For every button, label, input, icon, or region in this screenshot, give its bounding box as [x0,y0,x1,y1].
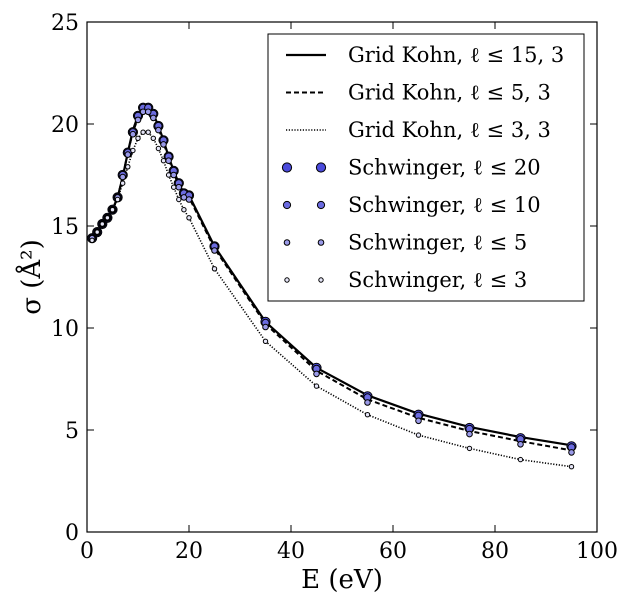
x-tick-label: 80 [481,539,509,564]
data-point [109,207,116,213]
data-point [176,196,182,203]
y-axis-label: σ (Å²) [15,239,47,315]
legend-swatch-marker [282,200,292,210]
data-point [517,441,524,448]
x-tick-label: 20 [175,539,203,564]
series-line-2 [91,131,572,468]
legend: Grid Kohn, ℓ ≤ 15, 3 Grid Kohn, ℓ ≤ 5, 3 G… [267,33,585,302]
data-point [129,130,137,138]
data-point [262,323,269,331]
legend-label: Schwinger, ℓ ≤ 5 [348,231,527,255]
data-point [94,229,100,235]
data-point [130,147,136,154]
data-point [175,183,183,191]
legend-label: Grid Kohn, ℓ ≤ 5, 3 [348,81,551,105]
data-point [124,151,132,158]
series-line-1 [91,108,572,452]
data-point [145,129,151,135]
data-point [89,237,95,244]
data-point [165,172,172,178]
data-point [99,221,106,227]
data-point [150,135,157,142]
data-point [140,129,146,135]
data-point [415,417,422,425]
data-point [211,247,218,254]
y-tick-label: 0 [65,521,79,546]
legend-swatch-marker [283,239,291,246]
data-point [155,126,162,134]
legend-label: Schwinger, ℓ ≤ 10 [348,193,541,217]
data-point [171,184,177,190]
legend-swatch-marker [284,277,290,283]
data-point [155,145,162,152]
y-tick-label: 20 [51,113,79,138]
data-point [364,399,371,406]
data-point [134,116,142,124]
data-point [144,108,152,116]
x-tick-label: 0 [80,539,94,564]
data-point [135,135,141,142]
data-point [120,180,126,186]
data-point [466,430,473,438]
legend-label: Schwinger, ℓ ≤ 3 [348,268,527,292]
plot-frame [86,21,598,533]
data-point [568,449,575,456]
data-point [262,338,269,344]
legend-swatch-marker [317,239,325,246]
data-point [150,114,157,122]
data-point [104,215,111,221]
legend-label: Schwinger, ℓ ≤ 20 [348,156,541,180]
data-point [185,196,193,203]
legend-swatch-marker [316,200,326,210]
x-tick-label: 100 [576,539,618,564]
data-point [313,383,320,389]
data-point [313,370,320,378]
legend-swatch-marker [281,162,293,173]
y-tick-label: 15 [51,215,79,240]
y-tick-label: 10 [51,317,79,342]
y-tick-label: 25 [51,11,79,36]
data-point [517,456,524,463]
data-point [160,158,167,164]
data-point [181,207,187,213]
data-point [415,432,422,438]
data-point [160,141,167,148]
data-point [119,173,126,181]
data-point [114,196,121,203]
axes: 0 20 40 60 80 100 0 5 10 15 20 25 [51,11,618,564]
y-tick-label: 5 [65,419,79,444]
data-point [170,171,177,179]
legend-label: Grid Kohn, ℓ ≤ 15, 3 [348,43,564,67]
data-point [364,412,371,418]
data-point [568,464,575,470]
x-tick-label: 40 [277,539,305,564]
data-point [165,157,172,164]
legend-swatch-marker [315,162,327,173]
legend-label: Grid Kohn, ℓ ≤ 3, 3 [348,118,551,142]
data-point [125,164,131,170]
data-point [466,445,473,452]
plot-area [87,102,577,470]
data-point [211,266,218,272]
x-tick-label: 60 [379,539,407,564]
data-point [186,215,192,221]
legend-swatch-marker [318,277,324,283]
x-axis-label: E (eV) [301,565,383,593]
